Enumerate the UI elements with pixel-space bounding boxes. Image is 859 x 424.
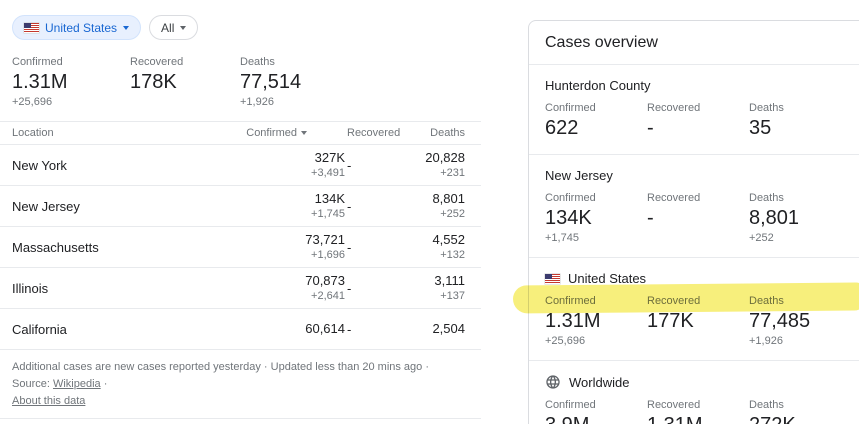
country-filter-label: United States — [45, 20, 118, 35]
about-this-data-link[interactable]: About this data — [12, 395, 86, 408]
stat-value: 77,514 — [240, 71, 302, 93]
deaths-cell: 3,111 +137 — [434, 273, 465, 302]
summary-recovered: Recovered 178K — [130, 56, 240, 109]
table-header-row: Location Confirmed Recovered Deaths — [0, 121, 481, 145]
recovered-cell: - — [347, 198, 352, 214]
section-name: New Jersey — [545, 168, 613, 183]
location-cell: Massachusetts — [12, 239, 99, 255]
location-column-header: Location — [12, 127, 54, 139]
source-link[interactable]: Wikipedia — [52, 378, 101, 391]
section-name: Worldwide — [569, 374, 630, 390]
section-name-with-icon: Worldwide — [545, 374, 851, 390]
table-row[interactable]: Massachusetts 73,721 +1,696 - 4,552 +132 — [0, 227, 481, 268]
confirmed-column-header[interactable]: Confirmed — [200, 127, 345, 139]
table-row[interactable]: California 60,614 - 2,504 — [0, 309, 481, 350]
recovered-cell: - — [347, 239, 352, 255]
section-stats: Confirmed 134K +1,745 Recovered - Deaths… — [545, 192, 851, 244]
section-name: Hunterdon County — [545, 78, 651, 93]
deaths-cell: 8,801 +252 — [432, 191, 465, 220]
recovered-stat: Recovered 177K — [647, 295, 701, 332]
section-stats: Confirmed 1.31M +25,696 Recovered 177K D… — [545, 295, 851, 347]
chevron-down-icon — [123, 25, 130, 30]
main-stats-panel: United States All Confirmed 1.31M +25,69… — [0, 0, 481, 424]
dot-separator: · — [103, 378, 108, 391]
confirmed-stat: Confirmed 1.31M +25,696 — [545, 295, 601, 347]
section-stats: Confirmed 3.9M +83,462 Recovered 1.31M D… — [545, 399, 851, 424]
recovered-cell: - — [347, 280, 352, 296]
deaths-cell: 20,828 +231 — [425, 150, 465, 179]
overview-section-worldwide: Worldwide Confirmed 3.9M +83,462 Recover… — [529, 361, 859, 424]
section-name-with-icon: United States — [545, 271, 851, 286]
overview-section-new-jersey: New Jersey Confirmed 134K +1,745 Recover… — [529, 155, 859, 258]
all-filter-label: All — [161, 20, 175, 35]
expand-table-button[interactable] — [0, 419, 481, 424]
recovered-stat: Recovered - — [647, 102, 701, 139]
deaths-cell: 2,504 — [432, 320, 465, 336]
location-cell: New York — [12, 157, 67, 173]
confirmed-header-label: Confirmed — [246, 127, 297, 139]
overview-section-united-states: United States Confirmed 1.31M +25,696 Re… — [529, 258, 859, 361]
us-flag-icon — [545, 273, 560, 284]
table-row[interactable]: New York 327K +3,491 - 20,828 +231 — [0, 145, 481, 186]
confirmed-cell: 70,873 +2,641 — [305, 273, 345, 302]
recovered-stat: Recovered 1.31M — [647, 399, 703, 424]
us-flag-icon — [24, 22, 39, 33]
summary-deaths: Deaths 77,514 +1,926 — [240, 56, 350, 109]
recovered-stat: Recovered - — [647, 192, 701, 229]
stat-value: 1.31M — [12, 71, 68, 93]
confirmed-stat: Confirmed 134K +1,745 — [545, 192, 596, 244]
section-stats: Confirmed 622 Recovered - Deaths 35 — [545, 102, 851, 141]
confirmed-cell: 73,721 +1,696 — [305, 232, 345, 261]
globe-icon — [546, 375, 560, 389]
section-name: United States — [568, 271, 647, 286]
filter-chips: United States All — [0, 0, 481, 48]
stat-label: Recovered — [130, 56, 184, 68]
recovered-cell: - — [347, 157, 352, 173]
confirmed-cell: 134K +1,745 — [311, 191, 345, 220]
confirmed-stat: Confirmed 622 — [545, 102, 596, 139]
stat-delta: +25,696 — [12, 96, 53, 108]
recovered-column-header: Recovered — [347, 127, 401, 139]
stat-delta — [130, 96, 240, 109]
cases-overview-card: Cases overview Hunterdon County Confirme… — [528, 20, 859, 424]
summary-confirmed: Confirmed 1.31M +25,696 — [12, 56, 130, 109]
recovered-cell: - — [347, 321, 352, 337]
source-label: Source: — [12, 378, 50, 391]
update-note: Additional cases are new cases reported … — [12, 361, 430, 373]
sort-arrow-down-icon — [301, 131, 307, 135]
data-attribution: Additional cases are new cases reported … — [0, 350, 481, 420]
stat-value: 178K — [130, 71, 177, 93]
deaths-stat: Deaths 272K +6,542 — [749, 399, 796, 424]
stat-delta: +1,926 — [240, 96, 274, 108]
confirmed-stat: Confirmed 3.9M +83,462 — [545, 399, 596, 424]
stat-label: Confirmed — [12, 56, 63, 68]
deaths-stat: Deaths 35 — [749, 102, 784, 139]
summary-stats: Confirmed 1.31M +25,696 Recovered 178K D… — [0, 48, 481, 121]
confirmed-cell: 60,614 — [305, 320, 345, 336]
card-title: Cases overview — [529, 21, 859, 65]
deaths-stat: Deaths 8,801 +252 — [749, 192, 800, 244]
deaths-stat: Deaths 77,485 +1,926 — [749, 295, 811, 347]
confirmed-cell: 327K +3,491 — [311, 150, 345, 179]
location-cell: California — [12, 321, 67, 337]
deaths-column-header: Deaths — [430, 127, 465, 139]
location-cell: New Jersey — [12, 198, 80, 214]
overview-section-hunterdon-county: Hunterdon County Confirmed 622 Recovered… — [529, 65, 859, 155]
table-row[interactable]: New Jersey 134K +1,745 - 8,801 +252 — [0, 186, 481, 227]
chevron-down-icon — [180, 25, 187, 30]
deaths-cell: 4,552 +132 — [432, 232, 465, 261]
stat-label: Deaths — [240, 56, 275, 68]
country-filter-chip[interactable]: United States — [12, 15, 142, 40]
table-row[interactable]: Illinois 70,873 +2,641 - 3,111 +137 — [0, 268, 481, 309]
all-filter-chip[interactable]: All — [149, 15, 199, 40]
location-cell: Illinois — [12, 280, 49, 296]
